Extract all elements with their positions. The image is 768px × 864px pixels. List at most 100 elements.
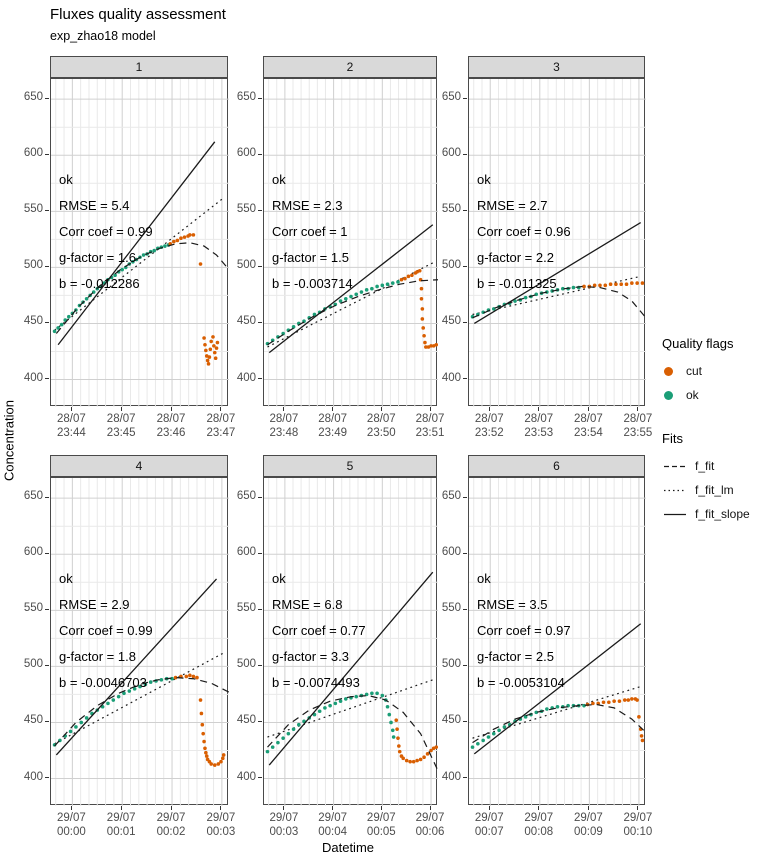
facet-panel: ok RMSE = 5.4 Corr coef = 0.99 g-factor = 1… bbox=[50, 78, 229, 407]
x-tick-mark bbox=[332, 407, 334, 411]
y-tick-label: 550 bbox=[23, 203, 43, 216]
x-tick-mark bbox=[538, 407, 540, 411]
x-tick-time: 00:02 bbox=[156, 825, 186, 838]
x-tick-date: 28/07 bbox=[524, 413, 554, 425]
x-tick-date: 29/07 bbox=[56, 812, 86, 824]
dashed-line-key-icon bbox=[664, 465, 686, 467]
panel-annotation-line: g-factor = 1.5 bbox=[272, 250, 349, 265]
x-tick-time: 00:00 bbox=[56, 825, 86, 838]
y-tick-mark bbox=[463, 496, 467, 498]
y-tick-mark bbox=[463, 608, 467, 610]
y-tick-label: 500 bbox=[23, 259, 43, 272]
x-tick-label: 28/07 23:54 bbox=[556, 413, 620, 440]
panel-annotation-line: g-factor = 2.2 bbox=[477, 250, 554, 265]
x-tick-mark bbox=[538, 806, 540, 810]
panel-plot bbox=[469, 79, 646, 407]
panel-annotation-line: b = -0.0074493 bbox=[272, 675, 360, 690]
y-tick-mark bbox=[258, 777, 262, 779]
panel-annotation-line: g-factor = 1.6 bbox=[59, 250, 136, 265]
y-tick-mark bbox=[45, 552, 49, 554]
y-tick-mark bbox=[45, 209, 49, 211]
y-tick-mark bbox=[45, 496, 49, 498]
x-tick-date: 29/07 bbox=[156, 812, 186, 824]
y-tick-label: 600 bbox=[441, 546, 461, 559]
legend-item-label: f_fit_slope bbox=[695, 507, 750, 521]
panel-annotation-line: RMSE = 2.9 bbox=[59, 597, 130, 612]
panel-annotation-line: b = -0.003714 bbox=[272, 276, 353, 291]
y-tick-label: 500 bbox=[441, 658, 461, 671]
legend-item-f-fit: f_fit bbox=[652, 454, 768, 478]
y-tick-mark bbox=[463, 378, 467, 380]
x-tick-label: 28/07 23:46 bbox=[139, 413, 203, 440]
y-tick-label: 600 bbox=[23, 147, 43, 160]
x-tick-time: 00:08 bbox=[524, 825, 554, 838]
x-tick-label: 29/07 00:04 bbox=[301, 812, 365, 839]
y-tick-mark bbox=[45, 777, 49, 779]
legend-item-label: f_fit_lm bbox=[695, 483, 734, 497]
y-tick-mark bbox=[463, 209, 467, 211]
y-tick-mark bbox=[463, 153, 467, 155]
legend: Quality flags cut ok Fits f_fit f_fit_lm bbox=[652, 336, 768, 526]
x-tick-time: 00:05 bbox=[366, 825, 396, 838]
y-tick-label: 650 bbox=[441, 490, 461, 503]
y-tick-mark bbox=[463, 720, 467, 722]
legend-item-label: f_fit bbox=[695, 459, 715, 473]
x-tick-date: 28/07 bbox=[156, 413, 186, 425]
x-tick-time: 00:07 bbox=[474, 825, 504, 838]
x-tick-mark bbox=[332, 806, 334, 810]
panel-annotation-line: g-factor = 3.3 bbox=[272, 649, 349, 664]
y-tick-mark bbox=[45, 378, 49, 380]
x-tick-date: 28/07 bbox=[573, 413, 603, 425]
x-tick-label: 29/07 00:08 bbox=[507, 812, 571, 839]
panel-annotation: ok RMSE = 2.3 Corr coef = 1 g-factor = 1.5 b… bbox=[272, 167, 353, 297]
facet-strip-label: 3 bbox=[553, 60, 560, 74]
x-tick-date: 28/07 bbox=[474, 413, 504, 425]
panel-annotation-line: Corr coef = 0.77 bbox=[272, 623, 366, 638]
y-tick-label: 450 bbox=[441, 714, 461, 727]
x-tick-date: 29/07 bbox=[573, 812, 603, 824]
y-tick-label: 400 bbox=[23, 371, 43, 384]
x-tick-mark bbox=[120, 407, 122, 411]
facet-strip: 2 bbox=[263, 56, 437, 78]
y-tick-label: 550 bbox=[441, 203, 461, 216]
x-tick-label: 29/07 00:03 bbox=[252, 812, 316, 839]
x-tick-label: 28/07 23:53 bbox=[507, 413, 571, 440]
y-tick-mark bbox=[258, 496, 262, 498]
panel-annotation-line: RMSE = 2.7 bbox=[477, 198, 548, 213]
x-tick-date: 29/07 bbox=[318, 812, 347, 824]
y-tick-mark bbox=[45, 720, 49, 722]
y-tick-label: 450 bbox=[23, 315, 43, 328]
x-tick-time: 00:10 bbox=[623, 825, 653, 838]
panel-annotation: ok RMSE = 3.5 Corr coef = 0.97 g-factor = 2… bbox=[477, 566, 571, 696]
y-tick-label: 550 bbox=[23, 602, 43, 615]
y-tick-label: 600 bbox=[23, 546, 43, 559]
y-tick-label: 600 bbox=[236, 546, 256, 559]
x-tick-mark bbox=[120, 806, 122, 810]
x-tick-date: 28/07 bbox=[269, 413, 299, 425]
x-tick-time: 00:03 bbox=[269, 825, 299, 838]
x-tick-label: 28/07 23:52 bbox=[457, 413, 521, 440]
facet-strip: 6 bbox=[468, 455, 645, 477]
x-tick-label: 28/07 23:49 bbox=[301, 413, 365, 440]
panel-annotation-line: g-factor = 2.5 bbox=[477, 649, 554, 664]
x-tick-date: 29/07 bbox=[623, 812, 653, 824]
x-tick-label: 29/07 00:06 bbox=[398, 812, 462, 839]
panel-annotation-line: ok bbox=[272, 172, 286, 187]
legend-fits-title: Fits bbox=[662, 431, 683, 446]
y-tick-label: 650 bbox=[441, 91, 461, 104]
y-tick-mark bbox=[258, 97, 262, 99]
facet-panel: ok RMSE = 6.8 Corr coef = 0.77 g-factor = 3… bbox=[263, 477, 438, 806]
x-tick-time: 23:48 bbox=[269, 426, 299, 439]
x-tick-label: 28/07 23:50 bbox=[349, 413, 413, 440]
y-tick-mark bbox=[45, 321, 49, 323]
panel-annotation-line: ok bbox=[477, 172, 491, 187]
x-tick-time: 00:09 bbox=[573, 825, 603, 838]
plot-subtitle: exp_zhao18 model bbox=[50, 29, 156, 43]
facet-panel: ok RMSE = 3.5 Corr coef = 0.97 g-factor = 2… bbox=[468, 477, 646, 806]
legend-item-cut: cut bbox=[652, 359, 768, 383]
x-tick-date: 28/07 bbox=[318, 413, 347, 425]
x-tick-label: 28/07 23:55 bbox=[606, 413, 670, 440]
x-tick-label: 29/07 00:03 bbox=[189, 812, 253, 839]
y-tick-mark bbox=[463, 777, 467, 779]
ok-color-swatch-icon bbox=[664, 390, 673, 400]
